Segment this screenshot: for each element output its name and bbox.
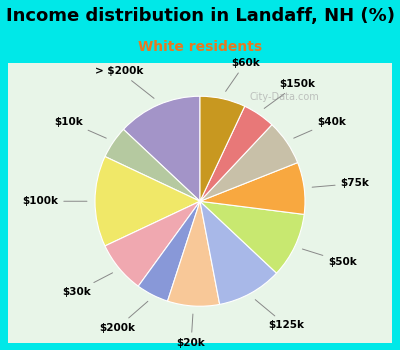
- Wedge shape: [200, 163, 305, 215]
- Text: $200k: $200k: [100, 301, 148, 332]
- Text: $100k: $100k: [22, 196, 87, 206]
- Text: City-Data.com: City-Data.com: [250, 92, 319, 102]
- Text: $20k: $20k: [177, 314, 206, 348]
- Text: $60k: $60k: [226, 58, 260, 91]
- Wedge shape: [95, 156, 200, 246]
- Wedge shape: [105, 201, 200, 286]
- Text: $10k: $10k: [54, 117, 106, 138]
- Text: $30k: $30k: [62, 273, 112, 296]
- Wedge shape: [105, 130, 200, 201]
- Wedge shape: [168, 201, 220, 306]
- Text: Income distribution in Landaff, NH (%): Income distribution in Landaff, NH (%): [6, 7, 394, 25]
- Wedge shape: [124, 96, 200, 201]
- Wedge shape: [200, 96, 245, 201]
- Wedge shape: [200, 106, 272, 201]
- Text: $40k: $40k: [294, 117, 346, 138]
- Text: > $200k: > $200k: [95, 66, 154, 98]
- Text: $150k: $150k: [264, 79, 316, 108]
- Wedge shape: [200, 125, 298, 201]
- Text: $50k: $50k: [302, 249, 357, 267]
- Text: $125k: $125k: [255, 300, 304, 330]
- Text: White residents: White residents: [138, 40, 262, 54]
- Wedge shape: [200, 201, 276, 304]
- Text: $75k: $75k: [312, 178, 370, 189]
- Wedge shape: [200, 201, 304, 273]
- Wedge shape: [138, 201, 200, 301]
